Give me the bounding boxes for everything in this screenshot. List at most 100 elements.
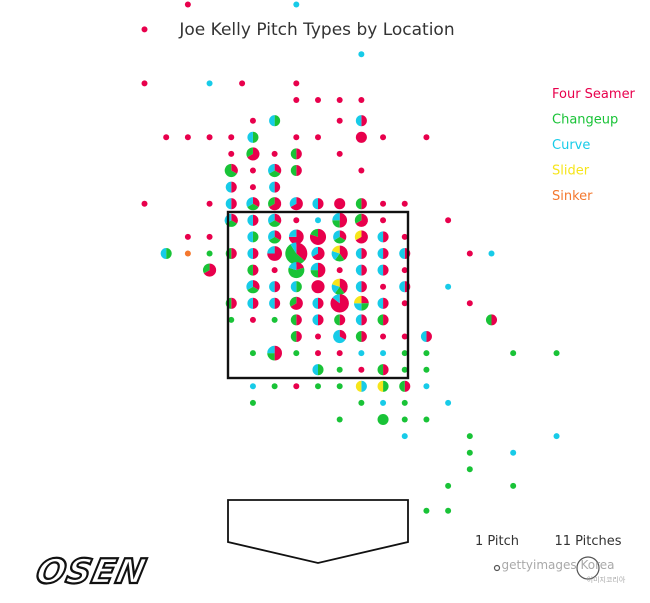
pitch-slice bbox=[334, 198, 346, 210]
pitch-slice bbox=[268, 220, 281, 227]
pitch-slice bbox=[252, 131, 259, 143]
pitch-slice bbox=[331, 284, 340, 294]
pitch-marker bbox=[312, 364, 324, 376]
pitch-slice bbox=[249, 383, 256, 390]
pitch-slice bbox=[293, 350, 300, 357]
pitch-slice bbox=[330, 294, 349, 313]
pitch-marker bbox=[334, 198, 346, 210]
pitch-slice bbox=[377, 247, 384, 260]
pitch-slice bbox=[377, 364, 384, 376]
pitch-slice bbox=[423, 383, 430, 390]
pitch-slice bbox=[274, 213, 282, 224]
pitch-slice bbox=[247, 231, 253, 243]
pitch-slice bbox=[293, 134, 300, 141]
pitch-marker bbox=[445, 482, 452, 489]
pitch-slice bbox=[401, 350, 408, 357]
pitch-slice bbox=[318, 262, 326, 278]
pitch-marker bbox=[247, 231, 259, 243]
pitch-marker bbox=[271, 267, 278, 274]
pitch-marker bbox=[249, 316, 256, 323]
pitch-marker bbox=[288, 262, 305, 279]
size-legend: 1 Pitch 11 Pitches bbox=[475, 534, 622, 580]
pitch-marker bbox=[423, 416, 430, 423]
pitch-marker bbox=[358, 350, 365, 357]
pitch-slice bbox=[289, 197, 297, 207]
pitch-slice bbox=[311, 280, 325, 294]
chart-title: Joe Kelly Pitch Types by Location bbox=[178, 20, 454, 40]
pitch-marker bbox=[315, 383, 321, 390]
pitch-slice bbox=[355, 115, 362, 127]
pitch-marker bbox=[553, 433, 560, 440]
pitch-slice bbox=[290, 281, 297, 293]
pitch-marker bbox=[247, 131, 259, 143]
pitch-marker bbox=[401, 350, 408, 357]
pitch-slice bbox=[293, 96, 300, 103]
pitch-marker bbox=[293, 134, 300, 141]
pitch-slice bbox=[296, 330, 302, 343]
pitch-slice bbox=[380, 399, 387, 406]
pitch-marker bbox=[401, 366, 408, 373]
pitch-slice bbox=[399, 380, 405, 392]
pitch-marker bbox=[423, 383, 430, 390]
pitch-slice bbox=[315, 383, 321, 390]
pitch-marker bbox=[290, 314, 302, 326]
pitch-slice bbox=[355, 131, 367, 143]
pitch-slice bbox=[380, 333, 387, 340]
pitch-marker bbox=[331, 278, 348, 295]
pitch-slice bbox=[247, 203, 259, 211]
pitch-slice bbox=[206, 250, 213, 257]
pitch-slice bbox=[315, 217, 321, 224]
pitch-slice bbox=[285, 244, 305, 265]
pitch-marker bbox=[293, 80, 300, 87]
pitch-marker bbox=[401, 399, 408, 406]
pitch-slice bbox=[377, 264, 384, 276]
pitch-slice bbox=[315, 96, 321, 103]
pitch-slice bbox=[401, 233, 408, 240]
pitch-marker bbox=[249, 383, 256, 390]
pitch-slice bbox=[336, 366, 343, 373]
pitch-slice bbox=[380, 217, 387, 224]
pitch-marker bbox=[184, 1, 191, 8]
pitch-slice bbox=[339, 245, 348, 261]
pitch-slice bbox=[267, 246, 275, 254]
pitch-slice bbox=[310, 228, 318, 237]
pitch-marker bbox=[293, 383, 300, 390]
pitch-slice bbox=[354, 213, 362, 224]
pitch-marker bbox=[247, 264, 259, 276]
pitch-marker bbox=[401, 267, 408, 274]
pitch-slice bbox=[290, 164, 297, 177]
pitch-slice bbox=[290, 148, 297, 160]
pitch-marker bbox=[333, 230, 347, 244]
pitch-marker bbox=[311, 280, 325, 294]
legend-item: Sinker bbox=[552, 189, 593, 204]
pitch-marker bbox=[247, 214, 259, 226]
pitch-marker bbox=[239, 80, 246, 87]
pitch-slice bbox=[401, 333, 408, 340]
pitch-slice bbox=[310, 262, 318, 271]
pitch-slice bbox=[271, 267, 278, 274]
pitch-marker bbox=[246, 280, 260, 294]
pitch-slice bbox=[420, 330, 427, 343]
pitch-marker bbox=[358, 399, 365, 406]
pitch-slice bbox=[318, 297, 324, 309]
pitch-slice bbox=[334, 253, 345, 262]
pitch-marker bbox=[249, 399, 256, 406]
pitch-slice bbox=[355, 230, 368, 244]
pitch-marker bbox=[377, 314, 389, 326]
pitch-marker bbox=[355, 115, 367, 127]
pitch-marker bbox=[377, 380, 389, 392]
pitch-slice bbox=[296, 148, 302, 160]
pitch-slice bbox=[355, 314, 362, 326]
pitch-marker bbox=[206, 80, 213, 87]
pitch-marker bbox=[224, 213, 238, 227]
pitch-slice bbox=[334, 286, 345, 295]
pitch-slice bbox=[355, 380, 362, 392]
pitch-marker bbox=[336, 117, 343, 124]
pitch-marker bbox=[466, 449, 473, 456]
pitch-slice bbox=[252, 247, 259, 260]
pitch-marker bbox=[293, 217, 300, 224]
pitch-slice bbox=[184, 134, 191, 141]
pitch-marker bbox=[269, 297, 281, 309]
pitch-slice bbox=[252, 297, 259, 309]
pitch-slice bbox=[355, 213, 368, 227]
